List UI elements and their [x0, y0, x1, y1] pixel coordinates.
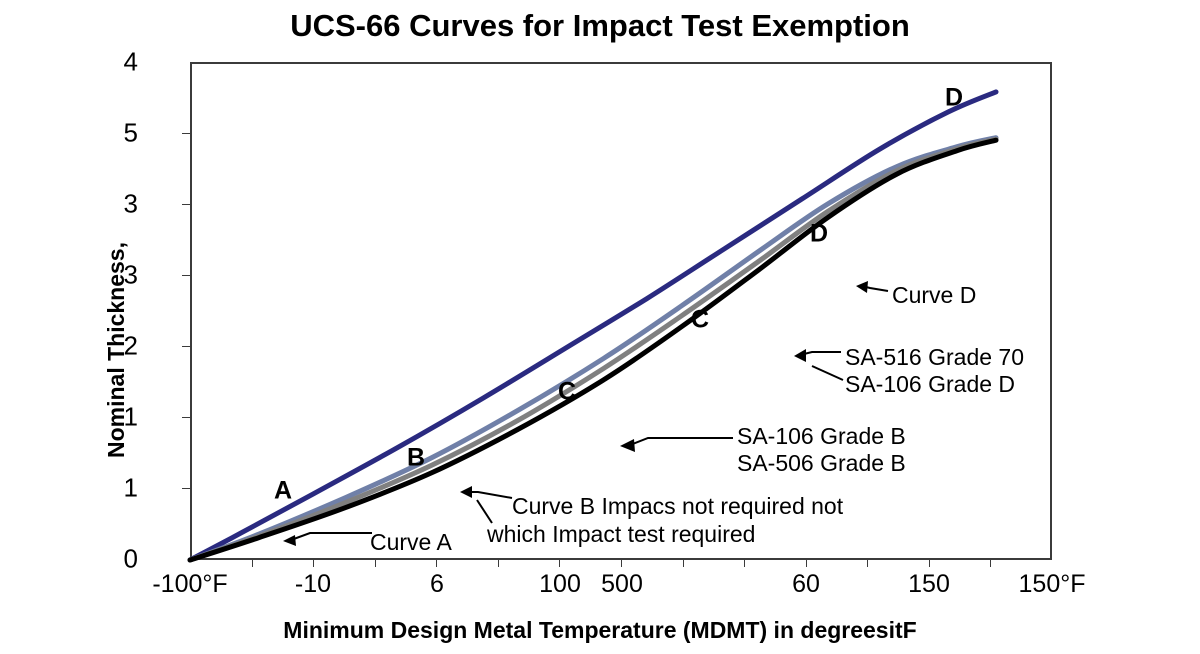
- y-tick-label: 3: [123, 188, 138, 219]
- x-axis-tick: [867, 560, 868, 567]
- x-axis-tick: [929, 560, 930, 567]
- y-tick-label: 4: [123, 46, 138, 77]
- annotation-sa-506-grade-b: SA-506 Grade B: [737, 450, 906, 476]
- annotation-sa-516-grade-70: SA-516 Grade 70: [845, 344, 1025, 370]
- y-axis-tick: [182, 346, 190, 347]
- curve-letter-a: A: [273, 476, 293, 505]
- x-tick-label: 500: [601, 570, 643, 598]
- x-tick-label: 150°F: [1018, 570, 1086, 598]
- y-axis-tick: [182, 204, 190, 205]
- curve-letter-d: D: [944, 83, 964, 112]
- annotation-curve-b-line1: Curve B Impacs not required not: [512, 493, 844, 519]
- y-axis-tick: [182, 488, 190, 489]
- x-tick-label: 6: [430, 570, 444, 598]
- x-tick-label: 60: [792, 570, 820, 598]
- y-tick-label: 1: [123, 401, 138, 432]
- x-tick-label: -10: [294, 570, 332, 598]
- x-axis-tick: [436, 560, 437, 567]
- curve-letter-c: C: [690, 305, 710, 334]
- y-tick-label: 1: [123, 472, 138, 503]
- y-axis-tick: [182, 133, 190, 134]
- y-axis-tick: [182, 417, 190, 418]
- y-tick-label: 5: [123, 117, 138, 148]
- curve-c: [187, 136, 999, 563]
- x-axis-tick: [498, 560, 499, 567]
- curves-layer: [187, 89, 999, 563]
- x-axis-tick: [559, 560, 560, 567]
- x-tick-label: 100: [539, 570, 581, 598]
- annotation-curve-a: Curve A: [370, 529, 452, 555]
- annotation-sa-106-grade-b: SA-106 Grade B: [737, 423, 906, 449]
- x-axis-tick: [990, 560, 991, 567]
- curve-letter-c: C: [557, 377, 577, 406]
- x-axis-title: Minimum Design Metal Temperature (MDMT) …: [283, 617, 917, 643]
- x-axis-tick: [621, 560, 622, 567]
- y-tick-label: 0: [123, 543, 138, 574]
- x-axis-tick: [744, 560, 745, 567]
- plot-area: [182, 62, 1052, 567]
- annotation-curve-d: Curve D: [892, 282, 977, 308]
- annotation-sa-106-grade-d: SA-106 Grade D: [845, 371, 1016, 397]
- curve-letter-d: D: [809, 219, 829, 248]
- x-tick-label: -100°F: [152, 570, 228, 598]
- y-tick-label: 2: [123, 330, 138, 361]
- curve-letter-b: B: [406, 443, 426, 472]
- curve-a: [187, 89, 999, 563]
- curve-d: [187, 137, 999, 563]
- annotation-curve-b-line2: which Impact test required: [487, 521, 756, 547]
- x-axis-tick: [375, 560, 376, 567]
- plot-frame: [190, 62, 1052, 560]
- x-tick-label: 150: [908, 570, 950, 598]
- y-tick-label: 3: [123, 259, 138, 290]
- x-axis-tick: [252, 560, 253, 567]
- curve-b: [187, 135, 999, 563]
- x-axis-tick: [806, 560, 807, 567]
- x-axis-tick: [313, 560, 314, 567]
- chart-title: UCS-66 Curves for Impact Test Exemption: [290, 8, 910, 43]
- x-axis-tick: [683, 560, 684, 567]
- y-axis-tick: [182, 275, 190, 276]
